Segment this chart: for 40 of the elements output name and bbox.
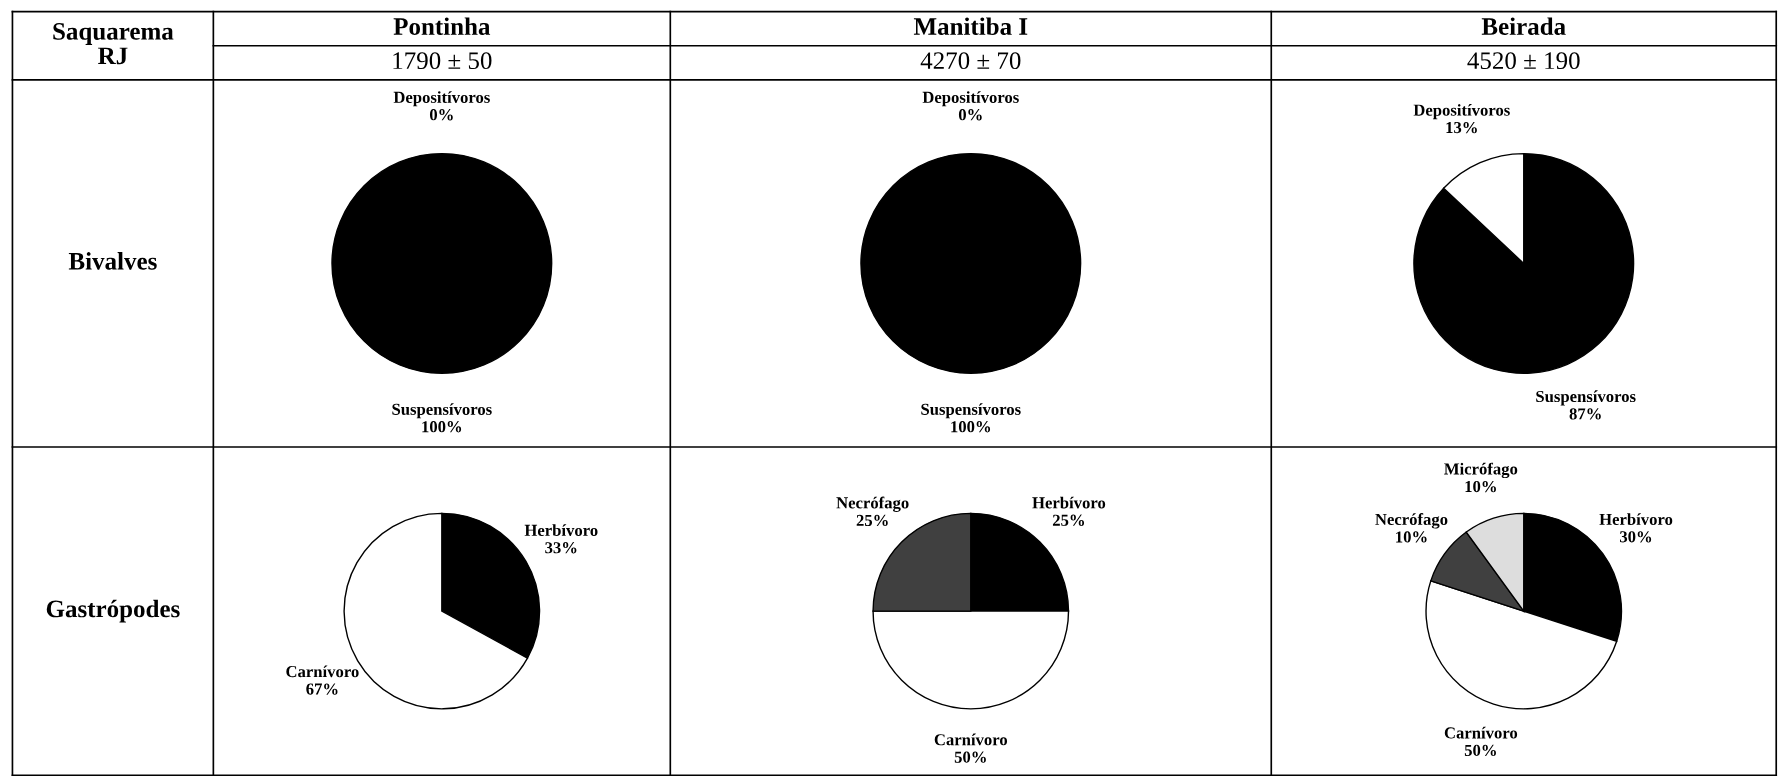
- slice-label: Suspensívoros: [392, 403, 492, 419]
- data-label: 100%: [422, 421, 462, 433]
- chart-title: Manitiba I: [913, 17, 1028, 35]
- data-label: 25%: [1052, 514, 1085, 526]
- data-label: 50%: [954, 751, 986, 763]
- text: Saquarema RJ: [53, 23, 174, 65]
- pie-slice: [1413, 152, 1635, 374]
- category-label: Depositívoros: [393, 91, 490, 107]
- slice-label: Necrófago: [836, 496, 909, 512]
- slice-label: Necrófago: [1375, 513, 1448, 529]
- data-label: 67%: [306, 683, 338, 695]
- slice-label: Suspensívoros: [1536, 390, 1636, 406]
- text: 0%: [958, 109, 982, 121]
- slice-label: Herbívoro: [524, 524, 598, 536]
- slice-label: Carnívoro: [1444, 726, 1518, 739]
- category-label: Depositívoros: [922, 91, 1019, 107]
- text: Gastrópodes: [46, 599, 180, 623]
- slice-label: Herbívoro: [1032, 496, 1106, 509]
- data-label: 13%: [1446, 121, 1477, 134]
- data-label: 30%: [1619, 531, 1652, 543]
- chart-subtitle: 4520 ± 190: [1467, 52, 1580, 70]
- chart-subtitle: 4270 ± 70: [920, 52, 1021, 70]
- chart-title: Pontinha: [393, 17, 491, 35]
- slice-label: Micrófago: [1444, 462, 1518, 479]
- slice-label: Carnívoro: [286, 665, 359, 678]
- data-label: 25%: [856, 514, 888, 527]
- data-label: 87%: [1569, 408, 1601, 420]
- text: 0%: [429, 109, 453, 121]
- data-label: 50%: [1464, 744, 1496, 757]
- slice-label: Suspensívoros: [921, 403, 1021, 419]
- chart-subtitle: 1790 ± 50: [393, 52, 492, 70]
- data-label: 33%: [545, 542, 577, 554]
- slice-label: Depositívoros: [1413, 104, 1510, 120]
- data-label: 10%: [1465, 480, 1496, 493]
- text: Bivalves: [68, 252, 157, 270]
- slice-label: Carnívoro: [934, 733, 1008, 746]
- chart-title: Beirada: [1481, 17, 1566, 35]
- slice-label: Herbívoro: [1599, 513, 1673, 525]
- data-label: 10%: [1396, 531, 1427, 543]
- data-label: 100%: [951, 421, 991, 433]
